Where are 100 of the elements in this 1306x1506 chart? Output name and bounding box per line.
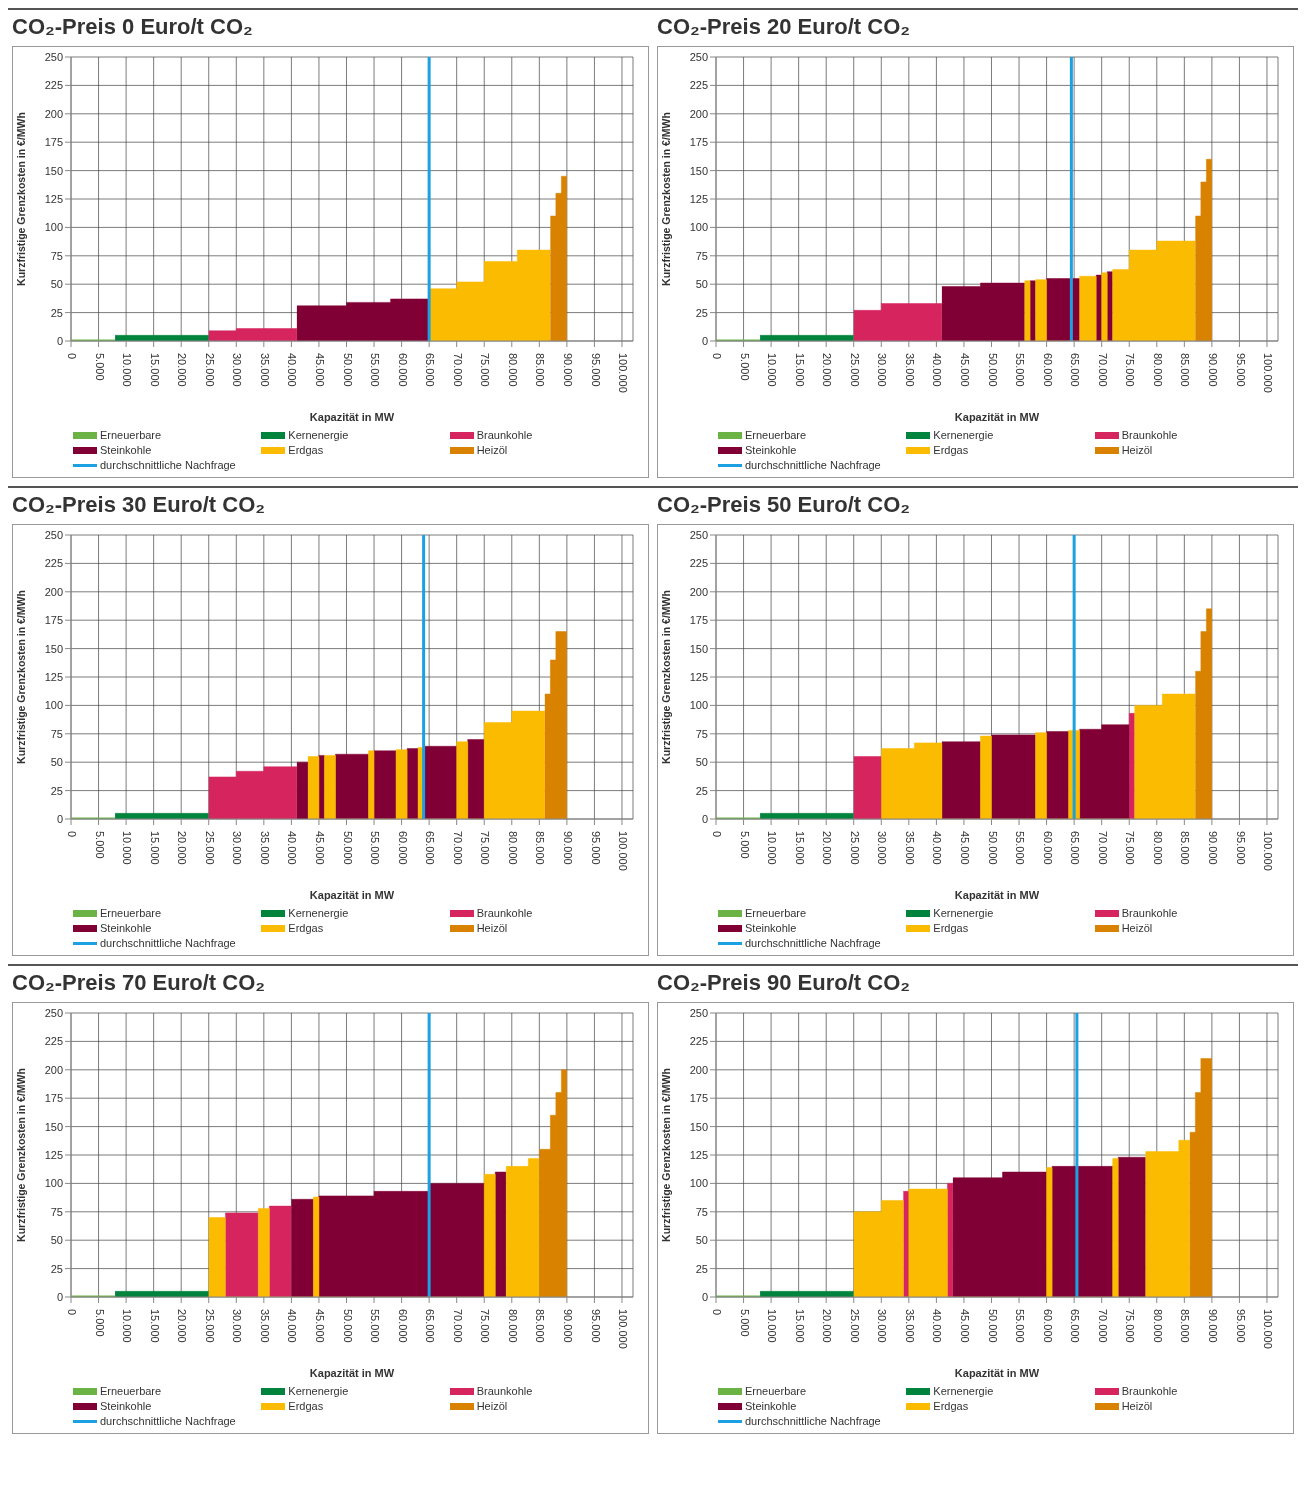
- x-tick-label: 25.000: [203, 831, 216, 865]
- chart-title: CO₂-Preis 90 Euro/t CO₂: [653, 964, 1298, 1000]
- y-tick-label: 225: [44, 557, 63, 570]
- y-tick-label: 150: [44, 642, 63, 655]
- y-axis-title: Kurzfristige Grenzkosten in €/MWh: [14, 1068, 27, 1242]
- legend-label: Steinkohle: [100, 444, 152, 456]
- legend-label: durchschnittliche Nachfrage: [100, 937, 236, 949]
- y-tick-label: 125: [44, 1148, 63, 1161]
- y-tick-label: 25: [50, 1262, 63, 1275]
- x-tick-label: 55.000: [1014, 831, 1027, 865]
- x-tick-label: 55.000: [369, 831, 382, 865]
- x-tick-label: 80.000: [506, 831, 519, 865]
- y-axis-title: Kurzfristige Grenzkosten in €/MWh: [14, 590, 27, 764]
- x-tick-label: 95.000: [589, 353, 602, 387]
- legend-label: Heizöl: [476, 922, 508, 934]
- legend-label: Erneuerbare: [100, 1385, 162, 1397]
- x-tick-label: 45.000: [959, 353, 972, 387]
- x-tick-label: 5.000: [93, 1309, 106, 1337]
- x-tick-label: 65.000: [1069, 831, 1082, 865]
- y-tick-label: 200: [689, 1063, 708, 1076]
- chart-title: CO₂-Preis 20 Euro/t CO₂: [653, 8, 1298, 44]
- x-tick-label: 80.000: [1151, 831, 1164, 865]
- x-tick-label: 85.000: [534, 831, 547, 865]
- x-tick-label: 95.000: [1234, 831, 1247, 865]
- y-tick-label: 0: [56, 812, 63, 825]
- x-tick-label: 100.000: [617, 353, 630, 393]
- y-tick-label: 0: [701, 334, 708, 347]
- y-tick-label: 175: [44, 136, 63, 149]
- x-tick-label: 55.000: [1014, 1309, 1027, 1343]
- y-tick-label: 75: [695, 727, 708, 740]
- x-tick-label: 0: [711, 1309, 724, 1316]
- legend-label: Steinkohle: [745, 444, 797, 456]
- y-tick-label: 225: [689, 79, 708, 92]
- x-tick-label: 65.000: [424, 353, 437, 387]
- y-tick-label: 250: [689, 1006, 708, 1019]
- legend-label: Erdgas: [288, 1400, 324, 1412]
- y-tick-label: 75: [50, 727, 63, 740]
- x-tick-label: 55.000: [369, 353, 382, 387]
- x-tick-label: 85.000: [1179, 831, 1192, 865]
- x-tick-label: 40.000: [931, 353, 944, 387]
- legend-label: Erdgas: [933, 1400, 969, 1412]
- legend-label: Braunkohle: [476, 1385, 533, 1397]
- legend-label: Kernenergie: [933, 1385, 994, 1397]
- y-tick-label: 150: [689, 164, 708, 177]
- legend-label: Erdgas: [933, 922, 969, 934]
- x-tick-label: 70.000: [451, 831, 464, 865]
- x-tick-label: 75.000: [479, 831, 492, 865]
- y-tick-label: 200: [44, 107, 63, 120]
- legend-label: Erdgas: [288, 922, 324, 934]
- y-tick-label: 25: [695, 784, 708, 797]
- x-tick-label: 0: [66, 831, 79, 838]
- x-tick-label: 35.000: [903, 831, 916, 865]
- x-tick-label: 50.000: [341, 353, 354, 387]
- y-tick-label: 100: [44, 1177, 63, 1190]
- y-tick-label: 50: [50, 1234, 63, 1247]
- x-tick-label: 65.000: [1069, 1309, 1082, 1343]
- x-tick-label: 70.000: [1096, 1309, 1109, 1343]
- x-tick-label: 20.000: [821, 1309, 834, 1343]
- x-tick-label: 5.000: [738, 831, 751, 859]
- x-tick-label: 95.000: [1234, 353, 1247, 387]
- x-tick-label: 85.000: [1179, 1309, 1192, 1343]
- x-axis-title: Kapazität in MW: [309, 411, 395, 423]
- x-tick-label: 20.000: [176, 831, 189, 865]
- x-tick-label: 65.000: [1069, 353, 1082, 387]
- x-tick-label: 15.000: [148, 1309, 161, 1343]
- legend-label: Kernenergie: [288, 1385, 349, 1397]
- x-axis-title: Kapazität in MW: [309, 1367, 395, 1379]
- y-axis-title: Kurzfristige Grenzkosten in €/MWh: [659, 1068, 672, 1242]
- x-tick-label: 15.000: [793, 353, 806, 387]
- x-tick-label: 90.000: [561, 1309, 574, 1343]
- x-tick-label: 70.000: [451, 1309, 464, 1343]
- y-tick-label: 75: [695, 1205, 708, 1218]
- y-tick-label: 150: [44, 1120, 63, 1133]
- x-tick-label: 35.000: [258, 1309, 271, 1343]
- x-tick-label: 85.000: [534, 1309, 547, 1343]
- y-tick-label: 125: [689, 1148, 708, 1161]
- x-tick-label: 50.000: [341, 831, 354, 865]
- x-tick-label: 90.000: [1206, 831, 1219, 865]
- legend-label: Kernenergie: [933, 429, 994, 441]
- legend-label: Kernenergie: [933, 907, 994, 919]
- y-tick-label: 100: [689, 699, 708, 712]
- y-tick-label: 125: [689, 192, 708, 205]
- x-tick-label: 50.000: [341, 1309, 354, 1343]
- x-tick-label: 15.000: [793, 831, 806, 865]
- x-tick-label: 60.000: [396, 831, 409, 865]
- x-tick-label: 40.000: [931, 831, 944, 865]
- x-tick-label: 15.000: [793, 1309, 806, 1343]
- legend-label: Braunkohle: [1121, 1385, 1178, 1397]
- x-tick-label: 90.000: [561, 353, 574, 387]
- x-tick-label: 55.000: [1014, 353, 1027, 387]
- y-tick-label: 150: [689, 642, 708, 655]
- y-tick-label: 100: [44, 699, 63, 712]
- x-tick-label: 60.000: [396, 353, 409, 387]
- legend-label: Erdgas: [933, 444, 969, 456]
- x-tick-label: 25.000: [848, 831, 861, 865]
- y-tick-label: 250: [44, 50, 63, 63]
- y-tick-label: 25: [50, 784, 63, 797]
- x-tick-label: 100.000: [617, 1309, 630, 1349]
- y-tick-label: 125: [44, 192, 63, 205]
- x-tick-label: 90.000: [561, 831, 574, 865]
